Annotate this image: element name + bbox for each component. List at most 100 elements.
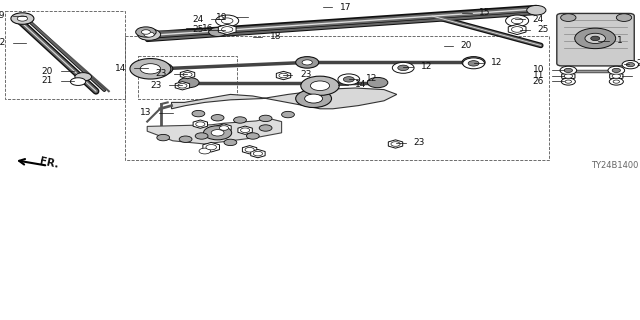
Circle shape <box>209 28 227 36</box>
Circle shape <box>511 18 523 24</box>
Polygon shape <box>180 70 195 79</box>
Circle shape <box>302 60 312 65</box>
Text: 23: 23 <box>155 69 166 78</box>
Circle shape <box>259 125 272 131</box>
Polygon shape <box>251 149 265 158</box>
Circle shape <box>622 60 639 69</box>
Circle shape <box>234 117 246 123</box>
Polygon shape <box>610 72 623 80</box>
Circle shape <box>11 13 34 24</box>
Polygon shape <box>508 24 526 35</box>
Text: TY24B1400: TY24B1400 <box>591 161 639 170</box>
Circle shape <box>157 134 170 141</box>
Circle shape <box>392 62 414 73</box>
Polygon shape <box>276 71 291 80</box>
Circle shape <box>462 57 485 68</box>
Text: 22: 22 <box>0 38 5 47</box>
Text: 19: 19 <box>216 13 228 22</box>
Polygon shape <box>243 146 257 154</box>
Text: 14: 14 <box>115 64 127 73</box>
Circle shape <box>183 72 192 77</box>
Circle shape <box>70 78 86 85</box>
Circle shape <box>616 14 632 21</box>
Circle shape <box>344 77 355 82</box>
Text: 12: 12 <box>366 74 378 83</box>
Polygon shape <box>175 82 189 90</box>
Text: 11: 11 <box>532 71 544 80</box>
Circle shape <box>391 142 400 146</box>
Circle shape <box>178 84 187 88</box>
Circle shape <box>179 77 199 88</box>
Circle shape <box>626 63 634 67</box>
Circle shape <box>565 80 572 83</box>
Text: 24: 24 <box>192 15 204 24</box>
Text: 1: 1 <box>617 36 623 45</box>
Text: 18: 18 <box>270 32 282 41</box>
Circle shape <box>564 68 573 73</box>
Circle shape <box>192 110 205 117</box>
Circle shape <box>560 66 577 75</box>
Circle shape <box>296 57 319 68</box>
Circle shape <box>301 76 339 95</box>
Circle shape <box>398 65 409 70</box>
Circle shape <box>144 32 154 37</box>
Circle shape <box>468 60 479 65</box>
Text: 25: 25 <box>538 25 549 34</box>
Circle shape <box>206 145 216 150</box>
Circle shape <box>259 115 272 122</box>
Circle shape <box>305 94 323 103</box>
Circle shape <box>179 136 192 142</box>
Circle shape <box>527 5 546 15</box>
Text: 21: 21 <box>42 76 53 85</box>
Circle shape <box>75 73 92 81</box>
Circle shape <box>279 73 288 78</box>
Circle shape <box>221 18 233 24</box>
Circle shape <box>211 130 224 136</box>
Circle shape <box>136 27 156 37</box>
Circle shape <box>468 60 479 66</box>
Circle shape <box>591 36 600 41</box>
Circle shape <box>609 78 623 85</box>
Polygon shape <box>218 24 236 35</box>
Circle shape <box>564 74 573 78</box>
Text: 12: 12 <box>491 58 502 67</box>
Circle shape <box>221 27 233 32</box>
Polygon shape <box>217 124 231 132</box>
Circle shape <box>612 68 621 73</box>
Circle shape <box>613 80 620 83</box>
Circle shape <box>575 28 616 49</box>
Circle shape <box>612 74 621 78</box>
Polygon shape <box>562 72 575 80</box>
Circle shape <box>147 62 173 75</box>
Circle shape <box>199 148 211 154</box>
Circle shape <box>253 151 262 156</box>
Circle shape <box>608 66 625 75</box>
Circle shape <box>154 66 166 72</box>
Circle shape <box>506 15 529 27</box>
Text: 20: 20 <box>42 67 53 76</box>
Circle shape <box>463 58 484 69</box>
Circle shape <box>224 139 237 146</box>
Circle shape <box>211 115 224 121</box>
Polygon shape <box>238 126 252 134</box>
Circle shape <box>367 77 388 88</box>
Circle shape <box>130 59 171 79</box>
Text: 2: 2 <box>637 60 640 68</box>
Circle shape <box>241 128 250 132</box>
Polygon shape <box>172 88 397 109</box>
Text: 23: 23 <box>150 81 161 90</box>
Circle shape <box>296 90 332 108</box>
Polygon shape <box>203 142 220 152</box>
Text: 10: 10 <box>532 65 544 74</box>
Text: 13: 13 <box>140 108 151 117</box>
Text: 12: 12 <box>420 62 432 71</box>
Polygon shape <box>388 140 403 148</box>
Text: 20: 20 <box>461 41 472 50</box>
Circle shape <box>282 111 294 118</box>
Circle shape <box>17 16 28 21</box>
Circle shape <box>140 64 161 74</box>
Circle shape <box>310 81 330 91</box>
Circle shape <box>141 30 150 34</box>
Circle shape <box>245 148 254 152</box>
Text: 23: 23 <box>413 138 425 147</box>
